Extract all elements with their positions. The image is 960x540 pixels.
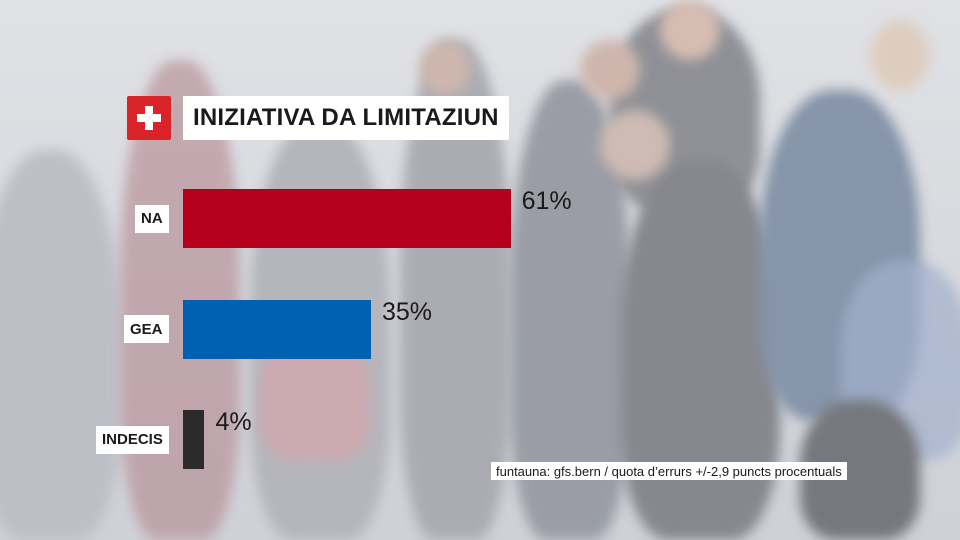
category-label-indecis: INDECIS — [96, 425, 169, 454]
swiss-flag-icon — [127, 96, 171, 140]
value-label-indecis: 4% — [215, 408, 252, 436]
category-label-gea: GEA — [124, 315, 169, 343]
source-text: funtauna: gfs.bern / quota d’errurs +/-2… — [496, 463, 842, 479]
value-label-gea: 35% — [381, 297, 432, 326]
chart-title-box: INIZIATIVA DA LIMITAZIUN — [183, 96, 509, 140]
value-label-na: 61% — [521, 187, 572, 215]
bar-na — [183, 189, 511, 248]
category-label-na: NA — [135, 204, 169, 233]
chart-title: INIZIATIVA DA LIMITAZIUN — [193, 104, 499, 131]
source-note: funtauna: gfs.bern / quota d’errurs +/-2… — [491, 462, 847, 480]
bar-indecis — [183, 410, 205, 469]
bar-gea — [183, 299, 371, 359]
